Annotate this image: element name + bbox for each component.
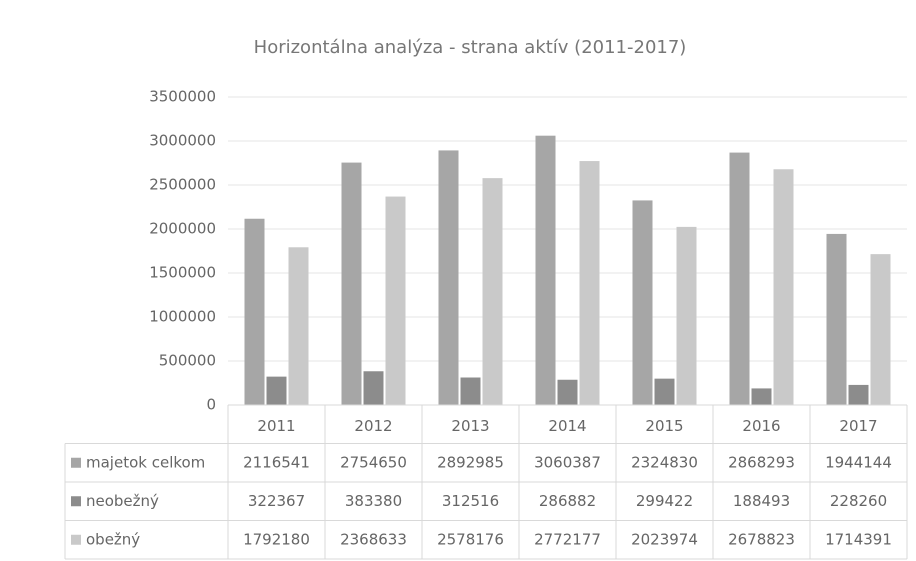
bar — [341, 162, 362, 405]
table-value: 2754650 — [340, 453, 407, 471]
x-tick-label: 2012 — [354, 417, 392, 435]
table-value: 2023974 — [631, 530, 698, 548]
table-value: 228260 — [830, 492, 887, 510]
legend-label: majetok celkom — [86, 453, 205, 471]
table-value: 1792180 — [243, 530, 310, 548]
bar — [557, 379, 578, 405]
table-value: 312516 — [442, 492, 499, 510]
legend-swatch — [71, 534, 81, 545]
y-tick-label: 3500000 — [149, 88, 216, 106]
bar — [482, 178, 503, 405]
table-value: 2868293 — [728, 453, 795, 471]
y-tick-label: 3000000 — [149, 132, 216, 150]
legend-swatch — [71, 457, 81, 468]
y-tick-label: 1000000 — [149, 308, 216, 326]
bar — [385, 196, 406, 405]
table-value: 2892985 — [437, 453, 504, 471]
bar — [460, 377, 481, 405]
table-value: 322367 — [248, 492, 305, 510]
x-tick-label: 2017 — [839, 417, 877, 435]
chart-title: Horizontálna analýza - strana aktív (201… — [254, 37, 687, 58]
table-value: 299422 — [636, 492, 693, 510]
y-tick-label: 0 — [206, 396, 216, 414]
bar — [654, 378, 675, 405]
x-tick-label: 2014 — [548, 417, 586, 435]
bar — [848, 384, 869, 405]
bar — [870, 254, 891, 405]
bar — [244, 218, 265, 405]
table-value: 2116541 — [243, 453, 310, 471]
bar — [579, 161, 600, 405]
bar — [363, 371, 384, 405]
table-value: 1714391 — [825, 530, 892, 548]
y-tick-label: 2000000 — [149, 220, 216, 238]
bar — [438, 150, 459, 405]
table-value: 188493 — [733, 492, 790, 510]
x-tick-label: 2015 — [645, 417, 683, 435]
table-value: 1944144 — [825, 453, 892, 471]
table-value: 3060387 — [534, 453, 601, 471]
bar — [729, 152, 750, 405]
bar — [751, 388, 772, 405]
legend-label: obežný — [86, 530, 140, 548]
bar — [632, 200, 653, 405]
y-tick-label: 2500000 — [149, 176, 216, 194]
legend-swatch — [71, 496, 81, 507]
x-tick-label: 2016 — [742, 417, 780, 435]
x-tick-label: 2011 — [257, 417, 295, 435]
y-tick-label: 500000 — [159, 352, 216, 370]
bar — [826, 233, 847, 405]
bar — [773, 169, 794, 405]
table-value: 2678823 — [728, 530, 795, 548]
table-value: 383380 — [345, 492, 402, 510]
y-tick-label: 1500000 — [149, 264, 216, 282]
legend-label: neobežný — [86, 492, 159, 510]
bar — [535, 135, 556, 405]
bar — [266, 376, 287, 405]
table-value: 2578176 — [437, 530, 504, 548]
bar — [676, 226, 697, 405]
table-value: 286882 — [539, 492, 596, 510]
table-value: 2324830 — [631, 453, 698, 471]
table-value: 2368633 — [340, 530, 407, 548]
bar — [288, 247, 309, 405]
table-value: 2772177 — [534, 530, 601, 548]
x-tick-label: 2013 — [451, 417, 489, 435]
